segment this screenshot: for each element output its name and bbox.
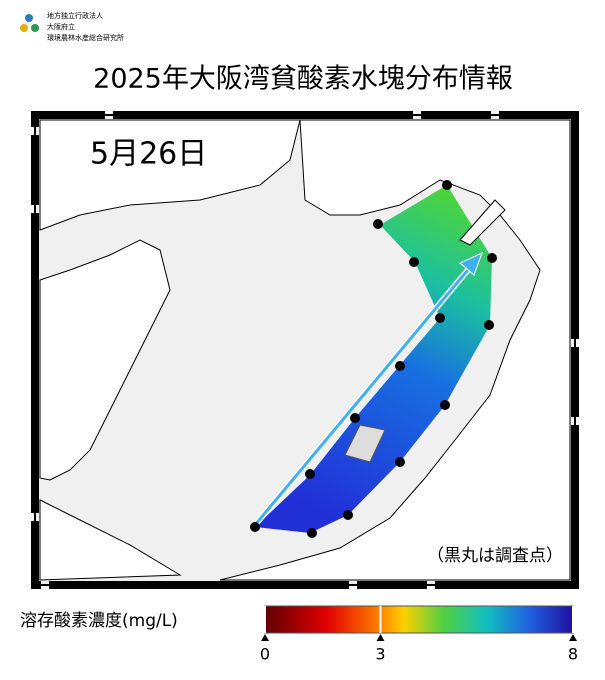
colorbar-label: 溶存酸素濃度(mg/L)	[20, 611, 178, 631]
org-line: 地方独立行政法人	[47, 11, 103, 20]
tick-marker	[261, 634, 269, 641]
title: 2025年大阪湾貧酸素水塊分布情報	[93, 64, 513, 95]
org-line: 大阪府立	[47, 22, 75, 31]
tick-marker	[569, 634, 577, 641]
map	[31, 111, 579, 589]
tick-label: 3	[375, 645, 385, 664]
date: 5月26日	[90, 137, 207, 172]
logo	[20, 14, 39, 32]
tick-label: 8	[568, 645, 578, 664]
tick-label: 0	[260, 645, 270, 664]
note: （黒丸は調査点）	[427, 546, 563, 566]
org-line: 環境農林水産総合研究所	[47, 33, 124, 42]
colorbar	[264, 605, 574, 634]
tick-marker	[376, 634, 385, 641]
